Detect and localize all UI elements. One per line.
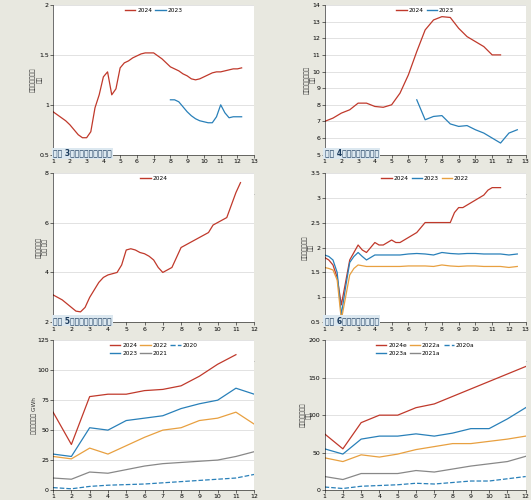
Text: 数据来源：SMM，中粮期货研究院: 数据来源：SMM，中粮期货研究院 [53, 182, 102, 186]
Text: 图表 6：新能源汽车产量: 图表 6：新能源汽车产量 [324, 316, 379, 326]
Y-axis label: 磷酸铁锂周度
库存 万吨: 磷酸铁锂周度 库存 万吨 [36, 237, 48, 258]
Legend: 2024: 2024 [138, 173, 169, 183]
Legend: 2024, 2023: 2024, 2023 [123, 6, 185, 16]
Text: 数据来源：SMM，中粮期货研究院: 数据来源：SMM，中粮期货研究院 [324, 182, 374, 186]
Y-axis label: 碳酸锂周度产量
万吨: 碳酸锂周度产量 万吨 [30, 68, 42, 92]
Y-axis label: 动力电池产量 GWh: 动力电池产量 GWh [32, 396, 37, 434]
Text: 数据来源：百川盈孚，中粮期货研究院: 数据来源：百川盈孚，中粮期货研究院 [324, 350, 373, 354]
Legend: 2024, 2023, 2022: 2024, 2023, 2022 [379, 173, 472, 183]
Y-axis label: 碳酸锂周度总库存
万吨: 碳酸锂周度总库存 万吨 [304, 66, 316, 94]
Text: 数据来源：SMM，中粮期货研究院: 数据来源：SMM，中粮期货研究院 [53, 350, 102, 354]
Text: 图表 4：电解液周度产量: 图表 4：电解液周度产量 [324, 148, 379, 158]
Legend: 2024, 2023, 2022, 2021, 2020: 2024, 2023, 2022, 2021, 2020 [107, 341, 200, 358]
Legend: 2024, 2023: 2024, 2023 [394, 6, 456, 16]
Text: 图表 3：磷酸铁锂周度库存: 图表 3：磷酸铁锂周度库存 [53, 148, 112, 158]
Legend: 2024e, 2023a, 2022a, 2021a, 2020a: 2024e, 2023a, 2022a, 2021a, 2020a [373, 341, 477, 358]
Y-axis label: 新能源汽车产量
万辆: 新能源汽车产量 万辆 [300, 403, 312, 427]
Text: 图表 5：动力联盟电池产量: 图表 5：动力联盟电池产量 [53, 316, 112, 326]
Y-axis label: 电解液周度产量
万吨: 电解液周度产量 万吨 [302, 236, 314, 260]
